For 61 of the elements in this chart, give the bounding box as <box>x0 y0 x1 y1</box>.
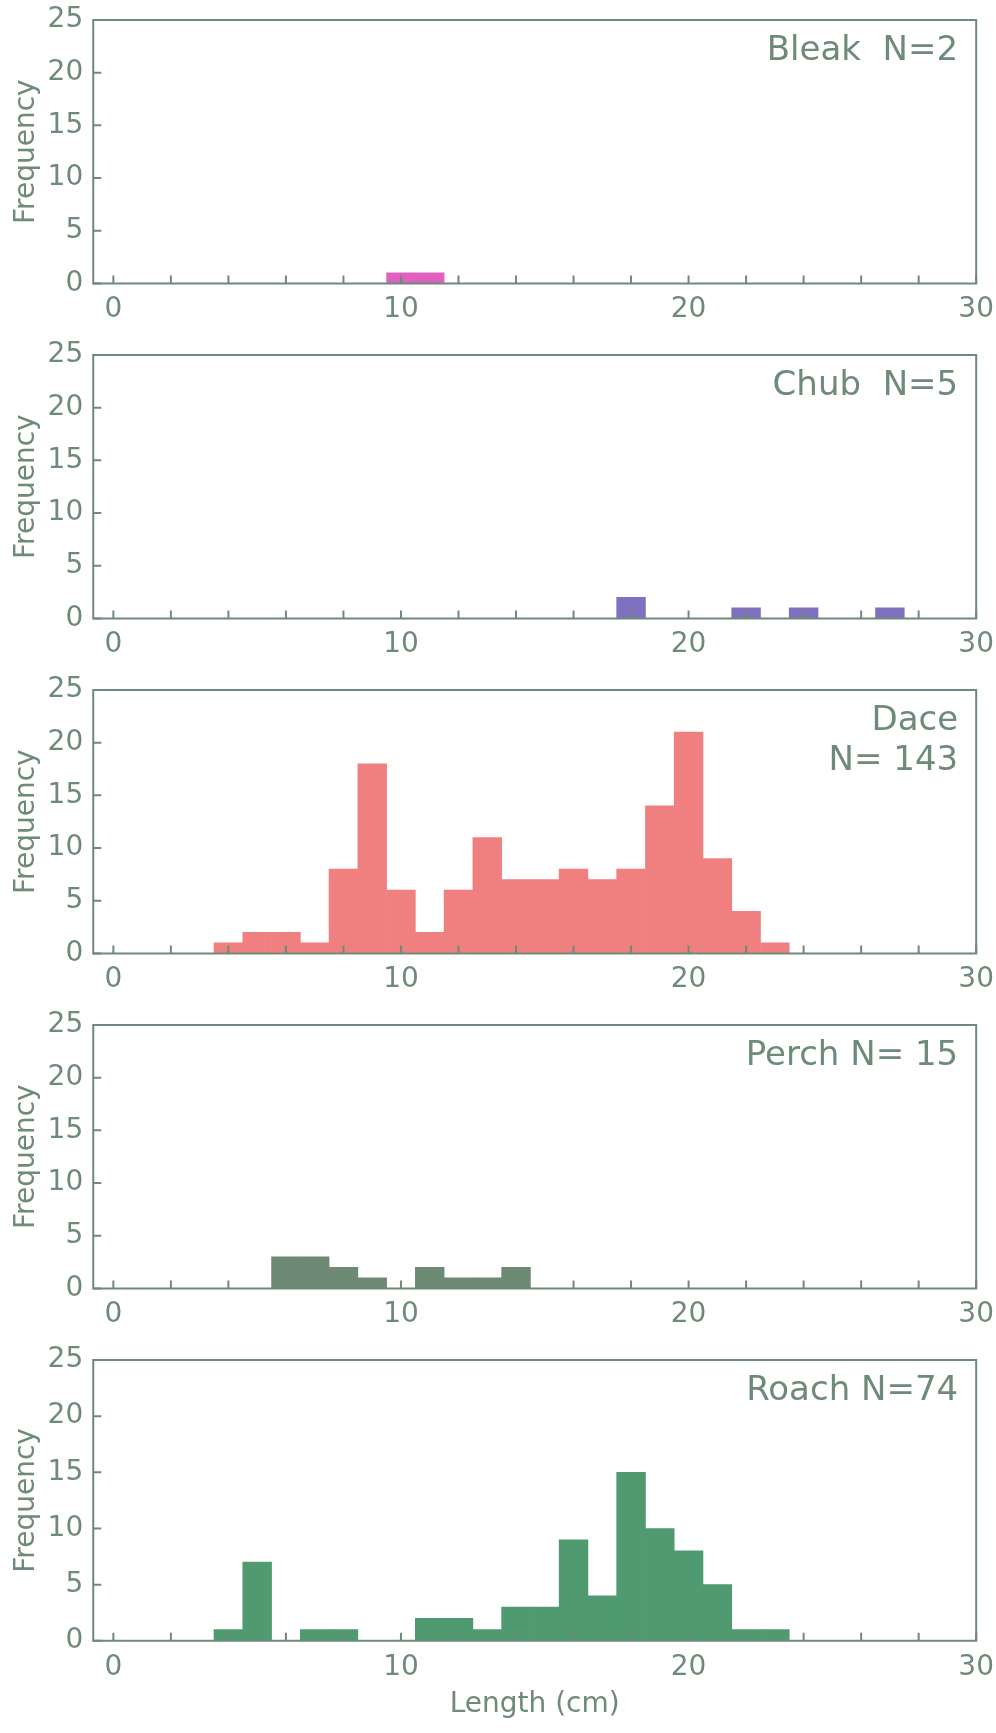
y-tick-label: 15 <box>47 1111 84 1145</box>
annotation: Bleak N=2 <box>766 27 959 68</box>
x-tick-label: 0 <box>104 1296 123 1330</box>
x-tick-label: 20 <box>670 1296 707 1330</box>
y-tick-label: 5 <box>65 1565 84 1599</box>
y-tick-label: 10 <box>47 159 84 193</box>
y-tick-label: 15 <box>47 776 84 810</box>
y-tick-label: 0 <box>65 264 84 298</box>
y-tick-label: 5 <box>65 882 84 915</box>
y-tick-label: 20 <box>47 1058 84 1092</box>
x-tick-label: 10 <box>383 961 419 995</box>
x-tick-label: 30 <box>958 291 995 325</box>
y-tick-label: 25 <box>47 1 84 35</box>
y-tick-label: 0 <box>65 934 84 968</box>
y-tick-label: 5 <box>65 547 84 580</box>
y-tick-label: 5 <box>65 1217 84 1250</box>
y-tick-label: 15 <box>47 106 84 140</box>
x-tick-label: 30 <box>958 1296 995 1330</box>
y-axis-title: Frequency <box>8 414 42 560</box>
x-tick-label: 10 <box>383 626 419 660</box>
x-tick-label: 30 <box>958 961 995 995</box>
annotation: Perch N= 15 <box>745 1032 959 1073</box>
y-tick-label: 15 <box>47 1453 84 1487</box>
y-axis-title: Frequency <box>8 79 42 225</box>
x-tick-label: 10 <box>383 291 419 325</box>
x-tick-label: 30 <box>958 626 995 660</box>
y-tick-label: 0 <box>65 599 84 633</box>
y-tick-label: 0 <box>65 1622 84 1656</box>
y-tick-label: 10 <box>47 1164 84 1198</box>
y-tick-label: 25 <box>47 336 84 370</box>
y-tick-label: 25 <box>47 1341 84 1375</box>
y-tick-label: 0 <box>65 1269 84 1303</box>
x-tick-label: 20 <box>670 961 707 995</box>
annotation: Chub N=5 <box>772 362 959 403</box>
x-tick-label: 0 <box>104 1648 123 1682</box>
y-tick-label: 15 <box>47 441 84 475</box>
y-tick-label: 5 <box>65 212 84 245</box>
y-tick-label: 20 <box>47 1397 84 1431</box>
x-tick-label: 0 <box>104 291 123 325</box>
y-tick-label: 25 <box>47 671 84 705</box>
annotation: Dace N= 143 <box>828 697 959 778</box>
x-tick-label: 10 <box>383 1296 419 1330</box>
annotation: Roach N=74 <box>746 1367 959 1408</box>
x-tick-label: 20 <box>670 1648 707 1682</box>
y-tick-label: 10 <box>47 829 84 863</box>
x-tick-label: 0 <box>104 961 123 995</box>
y-axis-title: Frequency <box>8 749 42 895</box>
x-tick-label: 10 <box>383 1648 419 1682</box>
y-tick-label: 20 <box>47 723 84 757</box>
y-tick-label: 20 <box>47 53 84 87</box>
x-tick-label: 20 <box>670 291 707 325</box>
x-tick-label: 20 <box>670 626 707 660</box>
x-tick-label: 0 <box>104 626 123 660</box>
y-axis-title: Frequency <box>8 1084 42 1230</box>
x-axis-title: Length (cm) <box>449 1686 620 1720</box>
y-tick-label: 10 <box>47 494 84 528</box>
x-tick-label: 30 <box>958 1648 995 1682</box>
y-axis-title: Frequency <box>8 1428 42 1573</box>
y-tick-label: 10 <box>47 1509 84 1543</box>
y-tick-label: 25 <box>47 1006 84 1040</box>
y-tick-label: 20 <box>47 388 84 422</box>
